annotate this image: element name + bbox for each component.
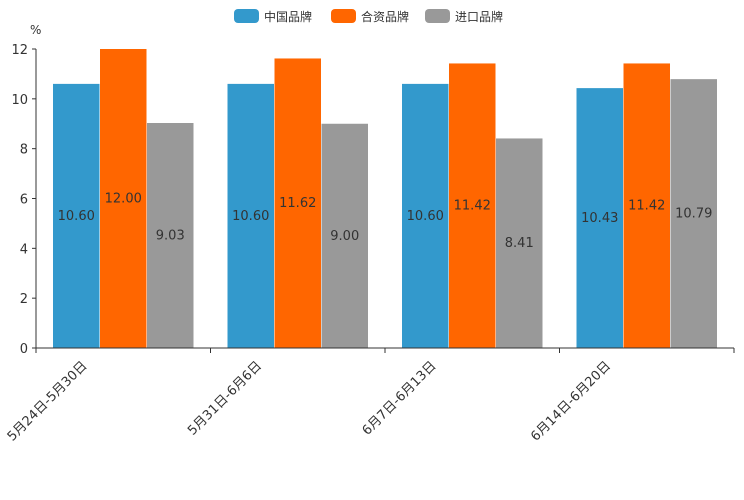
y-tick-label: 12 bbox=[11, 43, 28, 58]
y-tick-label: 4 bbox=[20, 242, 28, 257]
bars bbox=[53, 49, 717, 349]
bar-value-label: 10.43 bbox=[581, 211, 618, 226]
legend-label-2: 合资品牌 bbox=[361, 9, 409, 24]
x-tick-label: 5月24日-5月30日 bbox=[5, 359, 91, 445]
bar-series-1-cat-3 bbox=[402, 83, 449, 348]
bar-series-3-cat-1 bbox=[147, 123, 194, 348]
legend-swatch-2 bbox=[331, 9, 356, 23]
bar-series-3-cat-3 bbox=[496, 138, 543, 348]
bar-series-3-cat-4 bbox=[670, 79, 717, 348]
bar-value-label: 8.41 bbox=[505, 236, 534, 251]
y-tick-label: 2 bbox=[20, 292, 28, 307]
bar-value-label: 10.60 bbox=[407, 209, 444, 224]
bar-series-3-cat-2 bbox=[321, 123, 368, 348]
x-axis: 5月24日-5月30日 5月31日-6月6日 6月7日-6月13日 6月14日-6月2… bbox=[5, 347, 735, 445]
bar-series-1-cat-4 bbox=[576, 88, 623, 348]
x-tick-label: 6月14日-6月20日 bbox=[528, 359, 614, 445]
bar-value-label: 11.42 bbox=[454, 199, 491, 214]
x-tick-label: 6月7日-6月13日 bbox=[360, 359, 440, 439]
y-tick-label: 8 bbox=[20, 143, 28, 158]
bar-series-2-cat-4 bbox=[623, 63, 670, 349]
y-axis: 0 2 4 6 8 10 12 bbox=[11, 43, 37, 357]
y-tick-label: 10 bbox=[11, 93, 28, 108]
bar-series-1-cat-2 bbox=[227, 83, 274, 348]
legend: 中国品牌 合资品牌 进口品牌 bbox=[234, 9, 503, 24]
legend-label-3: 进口品牌 bbox=[455, 10, 503, 24]
bar-series-1-cat-1 bbox=[53, 83, 100, 348]
y-tick-label: 0 bbox=[20, 342, 28, 357]
bar-value-label: 10.60 bbox=[58, 209, 95, 224]
x-tick-label: 5月31日-6月6日 bbox=[185, 359, 265, 439]
legend-swatch-1 bbox=[234, 9, 259, 23]
legend-label-1: 中国品牌 bbox=[264, 9, 312, 24]
bar-series-2-cat-1 bbox=[100, 49, 147, 348]
bar-labels: 10.60 12.00 9.03 10.60 11.62 9.00 10.60 11.42 8.… bbox=[58, 192, 713, 252]
bar-value-label: 11.42 bbox=[628, 199, 665, 214]
y-tick-label: 6 bbox=[20, 193, 28, 208]
bar-value-label: 10.60 bbox=[232, 209, 269, 224]
bar-series-2-cat-3 bbox=[449, 63, 496, 349]
legend-swatch-3 bbox=[425, 9, 450, 23]
bar-series-2-cat-2 bbox=[274, 58, 321, 349]
bar-value-label: 9.00 bbox=[330, 229, 359, 244]
bar-value-label: 9.03 bbox=[156, 229, 185, 244]
bar-value-label: 12.00 bbox=[105, 192, 142, 207]
bar-value-label: 11.62 bbox=[279, 196, 316, 211]
y-axis-unit-label: % bbox=[30, 23, 41, 37]
bar-value-label: 10.79 bbox=[675, 207, 712, 222]
